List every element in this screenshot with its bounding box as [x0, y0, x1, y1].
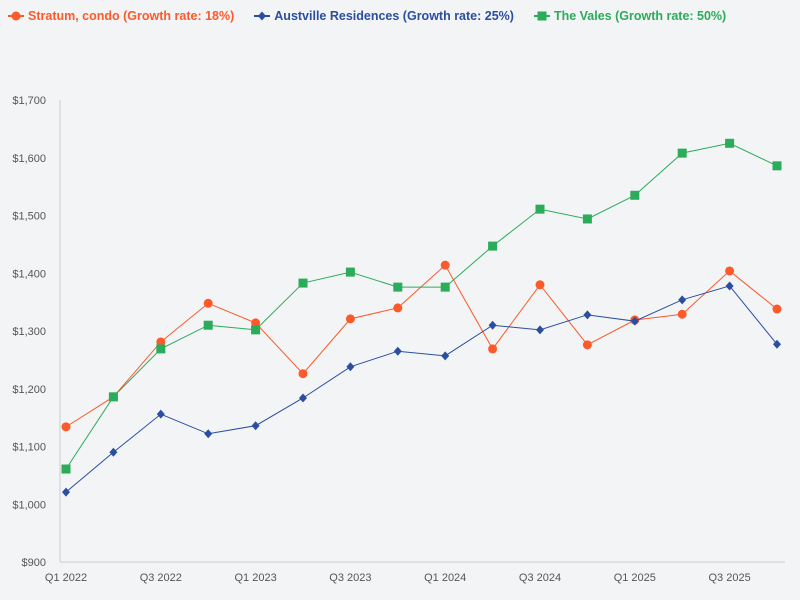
- y-tick-label: $1,600: [12, 153, 46, 165]
- y-tick-label: $1,500: [12, 211, 46, 223]
- data-point: [108, 392, 118, 402]
- x-tick-label: Q1 2022: [45, 572, 87, 584]
- data-point: [441, 351, 450, 361]
- data-point: [61, 422, 71, 432]
- data-point: [535, 280, 545, 290]
- data-point: [346, 362, 355, 372]
- y-tick-label: $1,400: [12, 268, 46, 280]
- legend-marker: [258, 11, 267, 21]
- x-tick-label: Q3 2024: [519, 572, 561, 584]
- data-point: [678, 295, 687, 305]
- x-tick-label: Q3 2023: [329, 572, 371, 584]
- legend-label: Stratum, condo (Growth rate: 18%): [28, 9, 235, 23]
- data-point: [488, 320, 497, 330]
- series-2: [61, 138, 782, 474]
- data-point: [393, 346, 402, 356]
- y-tick-label: $900: [22, 557, 46, 569]
- x-tick-label: Q1 2025: [614, 572, 656, 584]
- series-line: [65, 142, 778, 470]
- legend-item[interactable]: Austville Residences (Growth rate: 25%): [254, 9, 514, 23]
- y-tick-label: $1,300: [12, 326, 46, 338]
- data-point: [299, 393, 307, 403]
- data-point: [204, 429, 213, 439]
- data-point: [393, 282, 403, 292]
- data-point: [203, 298, 213, 308]
- data-point: [109, 447, 118, 457]
- data-point: [725, 138, 735, 148]
- data-point: [583, 310, 592, 320]
- data-point: [298, 369, 308, 379]
- data-point: [440, 260, 450, 270]
- x-tick-label: Q1 2024: [424, 572, 466, 584]
- series-1: [62, 281, 781, 497]
- data-point: [630, 316, 639, 326]
- data-point: [62, 487, 70, 497]
- x-tick-label: Q3 2025: [708, 572, 750, 584]
- x-tick-label: Q1 2023: [234, 572, 276, 584]
- data-point: [393, 303, 403, 313]
- data-point: [535, 204, 545, 214]
- data-point: [345, 267, 355, 277]
- legend: Stratum, condo (Growth rate: 18%) Austvil…: [8, 9, 726, 23]
- legend-diamond-icon: [254, 11, 271, 21]
- data-point: [298, 278, 308, 288]
- data-point: [772, 161, 782, 171]
- data-point: [677, 309, 687, 319]
- y-tick-label: $1,000: [12, 499, 46, 511]
- legend-item[interactable]: Stratum, condo (Growth rate: 18%): [8, 9, 234, 23]
- y-tick-label: $1,700: [12, 95, 46, 107]
- data-point: [251, 325, 261, 335]
- data-point: [251, 318, 261, 328]
- data-point: [772, 304, 782, 314]
- legend-circle-icon: [8, 11, 24, 21]
- data-point: [156, 337, 166, 347]
- legend-item[interactable]: The Vales (Growth rate: 50%): [533, 9, 727, 23]
- data-point: [156, 409, 165, 419]
- data-point: [203, 320, 213, 330]
- data-point: [488, 344, 498, 354]
- legend-label: The Vales (Growth rate: 50%): [553, 9, 727, 23]
- x-tick-label: Q3 2022: [140, 572, 182, 584]
- data-point: [630, 190, 640, 200]
- legend-square-icon: [533, 11, 550, 21]
- legend-marker: [11, 11, 21, 21]
- data-point: [251, 421, 260, 431]
- data-point: [156, 344, 166, 354]
- data-point: [677, 148, 687, 158]
- legend-label: Austville Residences (Growth rate: 25%): [274, 9, 514, 23]
- legend-marker: [537, 11, 547, 21]
- data-point: [345, 314, 355, 324]
- series-0: [61, 260, 782, 432]
- data-point: [725, 266, 735, 276]
- data-point: [725, 281, 734, 291]
- data-point: [582, 214, 592, 224]
- data-point: [582, 340, 592, 350]
- data-point: [440, 282, 450, 292]
- series-line: [65, 264, 778, 428]
- y-tick-label: $1,200: [12, 384, 46, 396]
- y-tick-label: $1,100: [12, 442, 46, 454]
- data-point: [536, 325, 544, 335]
- series-line: [65, 285, 778, 493]
- data-point: [61, 464, 71, 474]
- data-point: [773, 339, 781, 349]
- data-point: [488, 241, 498, 251]
